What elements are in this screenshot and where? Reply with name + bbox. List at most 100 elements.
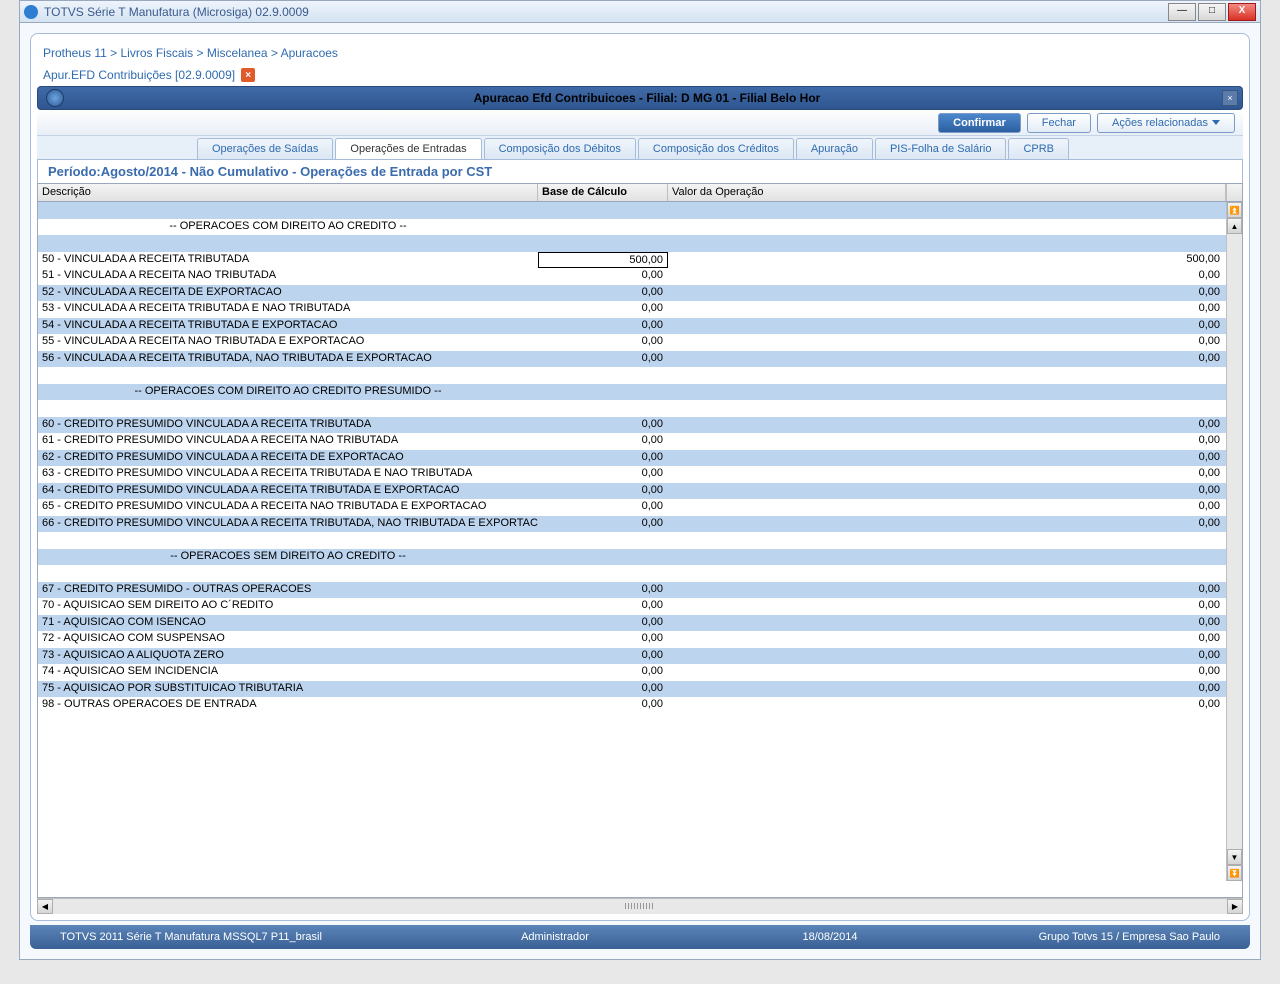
- col-base-calculo[interactable]: Base de Cálculo: [538, 184, 668, 201]
- content-tab[interactable]: CPRB: [1008, 138, 1069, 159]
- data-row[interactable]: 64 - CREDITO PRESUMIDO VINCULADA A RECEI…: [38, 483, 1242, 500]
- cell-valor-operacao: 0,00: [668, 466, 1226, 483]
- data-row[interactable]: 71 - AQUISICAO COM ISENCAO0,000,00: [38, 615, 1242, 632]
- cell-base-calculo: [538, 384, 668, 401]
- blank-row: [38, 235, 1242, 252]
- scroll-bottom-button[interactable]: ⏬: [1227, 865, 1242, 881]
- scroll-left-button[interactable]: ◀: [37, 899, 53, 914]
- data-row[interactable]: 53 - VINCULADA A RECEITA TRIBUTADA E NAO…: [38, 301, 1242, 318]
- content-tab[interactable]: Composição dos Créditos: [638, 138, 794, 159]
- cell-base-calculo: 0,00: [538, 334, 668, 351]
- scroll-right-button[interactable]: ▶: [1227, 899, 1243, 914]
- data-row[interactable]: 61 - CREDITO PRESUMIDO VINCULADA A RECEI…: [38, 433, 1242, 450]
- data-row[interactable]: 65 - CREDITO PRESUMIDO VINCULADA A RECEI…: [38, 499, 1242, 516]
- data-row[interactable]: 67 - CREDITO PRESUMIDO - OUTRAS OPERACOE…: [38, 582, 1242, 599]
- cell-descricao: 73 - AQUISICAO A ALIQUOTA ZERO: [38, 648, 538, 665]
- data-row[interactable]: 73 - AQUISICAO A ALIQUOTA ZERO0,000,00: [38, 648, 1242, 665]
- maximize-button[interactable]: □: [1198, 3, 1226, 21]
- cell-valor-operacao: 0,00: [668, 648, 1226, 665]
- horizontal-scrollbar[interactable]: ◀ ▶: [37, 898, 1243, 914]
- content-tab[interactable]: Composição dos Débitos: [484, 138, 636, 159]
- scroll-up-button[interactable]: ▲: [1227, 218, 1242, 234]
- data-row[interactable]: 55 - VINCULADA A RECEITA NAO TRIBUTADA E…: [38, 334, 1242, 351]
- related-actions-label: Ações relacionadas: [1112, 117, 1208, 129]
- vertical-scrollbar[interactable]: ⏫ ▲ ▼ ⏬: [1226, 202, 1242, 881]
- cell-descricao: 67 - CREDITO PRESUMIDO - OUTRAS OPERACOE…: [38, 582, 538, 599]
- cell-descricao: 74 - AQUISICAO SEM INCIDENCIA: [38, 664, 538, 681]
- cell-valor-operacao: 0,00: [668, 285, 1226, 302]
- confirm-button[interactable]: Confirmar: [938, 113, 1021, 133]
- data-row[interactable]: 56 - VINCULADA A RECEITA TRIBUTADA, NAO …: [38, 351, 1242, 368]
- scroll-top-button[interactable]: ⏫: [1227, 202, 1242, 218]
- data-row[interactable]: 54 - VINCULADA A RECEITA TRIBUTADA E EXP…: [38, 318, 1242, 335]
- related-actions-button[interactable]: Ações relacionadas: [1097, 113, 1235, 133]
- module-tab-close-icon[interactable]: ×: [241, 68, 255, 82]
- cell-valor-operacao: 0,00: [668, 697, 1226, 714]
- cell-base-calculo: 0,00: [538, 433, 668, 450]
- cell-valor-operacao: [668, 235, 1226, 252]
- data-row[interactable]: 75 - AQUISICAO POR SUBSTITUICAO TRIBUTAR…: [38, 681, 1242, 698]
- data-row[interactable]: 70 - AQUISICAO SEM DIREITO AO C´REDITO0,…: [38, 598, 1242, 615]
- cell-base-calculo: 0,00: [538, 516, 668, 533]
- grid-body: -- OPERACOES COM DIREITO AO CREDITO -- 50…: [38, 202, 1242, 897]
- data-row[interactable]: 50 - VINCULADA A RECEITA TRIBUTADA500,00…: [38, 252, 1242, 269]
- cell-valor-operacao: 0,00: [668, 417, 1226, 434]
- cell-descricao: [38, 532, 538, 549]
- cell-base-calculo: [538, 235, 668, 252]
- section-header-row: -- OPERACOES COM DIREITO AO CREDITO --: [38, 219, 1242, 236]
- data-row[interactable]: 98 - OUTRAS OPERACOES DE ENTRADA0,000,00: [38, 697, 1242, 714]
- blank-row: [38, 202, 1242, 219]
- content-tab[interactable]: PIS-Folha de Salário: [875, 138, 1007, 159]
- col-valor-operacao[interactable]: Valor da Operação: [668, 184, 1226, 201]
- data-grid: Descrição Base de Cálculo Valor da Opera…: [37, 183, 1243, 898]
- titlebar: TOTVS Série T Manufatura (Microsiga) 02.…: [20, 1, 1260, 23]
- cell-descricao: [38, 235, 538, 252]
- breadcrumb[interactable]: Protheus 11 > Livros Fiscais > Miscelane…: [30, 33, 1250, 68]
- panel-header: Apuracao Efd Contribuicoes - Filial: D M…: [37, 86, 1243, 110]
- close-button[interactable]: Fechar: [1027, 113, 1091, 133]
- cell-valor-operacao: 0,00: [668, 351, 1226, 368]
- cell-descricao: [38, 565, 538, 582]
- data-row[interactable]: 51 - VINCULADA A RECEITA NAO TRIBUTADA0,…: [38, 268, 1242, 285]
- cell-valor-operacao: 0,00: [668, 516, 1226, 533]
- cell-base-calculo: 0,00: [538, 285, 668, 302]
- content-tab[interactable]: Operações de Saídas: [197, 138, 333, 159]
- cell-descricao: 61 - CREDITO PRESUMIDO VINCULADA A RECEI…: [38, 433, 538, 450]
- cell-valor-operacao: 0,00: [668, 582, 1226, 599]
- data-row[interactable]: 62 - CREDITO PRESUMIDO VINCULADA A RECEI…: [38, 450, 1242, 467]
- data-row[interactable]: 74 - AQUISICAO SEM INCIDENCIA0,000,00: [38, 664, 1242, 681]
- close-window-button[interactable]: X: [1228, 3, 1256, 21]
- cell-valor-operacao: 0,00: [668, 318, 1226, 335]
- data-row[interactable]: 66 - CREDITO PRESUMIDO VINCULADA A RECEI…: [38, 516, 1242, 533]
- cell-valor-operacao: 0,00: [668, 615, 1226, 632]
- cell-base-calculo: 0,00: [538, 648, 668, 665]
- cell-base-calculo: 0,00: [538, 301, 668, 318]
- cell-valor-operacao: 0,00: [668, 631, 1226, 648]
- cell-descricao: 98 - OUTRAS OPERACOES DE ENTRADA: [38, 697, 538, 714]
- cell-base-calculo: 0,00: [538, 483, 668, 500]
- cell-valor-operacao: 0,00: [668, 499, 1226, 516]
- data-row[interactable]: 63 - CREDITO PRESUMIDO VINCULADA A RECEI…: [38, 466, 1242, 483]
- cell-valor-operacao: 0,00: [668, 433, 1226, 450]
- data-row[interactable]: 52 - VINCULADA A RECEITA DE EXPORTACAO0,…: [38, 285, 1242, 302]
- scroll-down-button[interactable]: ▼: [1227, 849, 1242, 865]
- cell-base-calculo: [538, 549, 668, 566]
- minimize-button[interactable]: —: [1168, 3, 1196, 21]
- content-tab[interactable]: Operações de Entradas: [335, 138, 481, 159]
- cell-descricao: [38, 202, 538, 219]
- data-row[interactable]: 72 - AQUISICAO COM SUSPENSAO0,000,00: [38, 631, 1242, 648]
- hscroll-grip: [625, 903, 655, 909]
- cell-descricao: [38, 367, 538, 384]
- module-tab-label[interactable]: Apur.EFD Contribuições [02.9.0009]: [43, 68, 235, 82]
- content-tab[interactable]: Apuração: [796, 138, 873, 159]
- vscroll-track[interactable]: [1227, 234, 1242, 849]
- cell-base-calculo: [538, 400, 668, 417]
- cell-valor-operacao: [668, 367, 1226, 384]
- hscroll-track[interactable]: [53, 899, 1227, 914]
- status-date: 18/08/2014: [690, 931, 970, 943]
- panel-close-icon[interactable]: ×: [1222, 90, 1238, 106]
- cell-base-calculo: 0,00: [538, 664, 668, 681]
- data-row[interactable]: 60 - CREDITO PRESUMIDO VINCULADA A RECEI…: [38, 417, 1242, 434]
- status-bar: TOTVS 2011 Série T Manufatura MSSQL7 P11…: [30, 925, 1250, 949]
- col-descricao[interactable]: Descrição: [38, 184, 538, 201]
